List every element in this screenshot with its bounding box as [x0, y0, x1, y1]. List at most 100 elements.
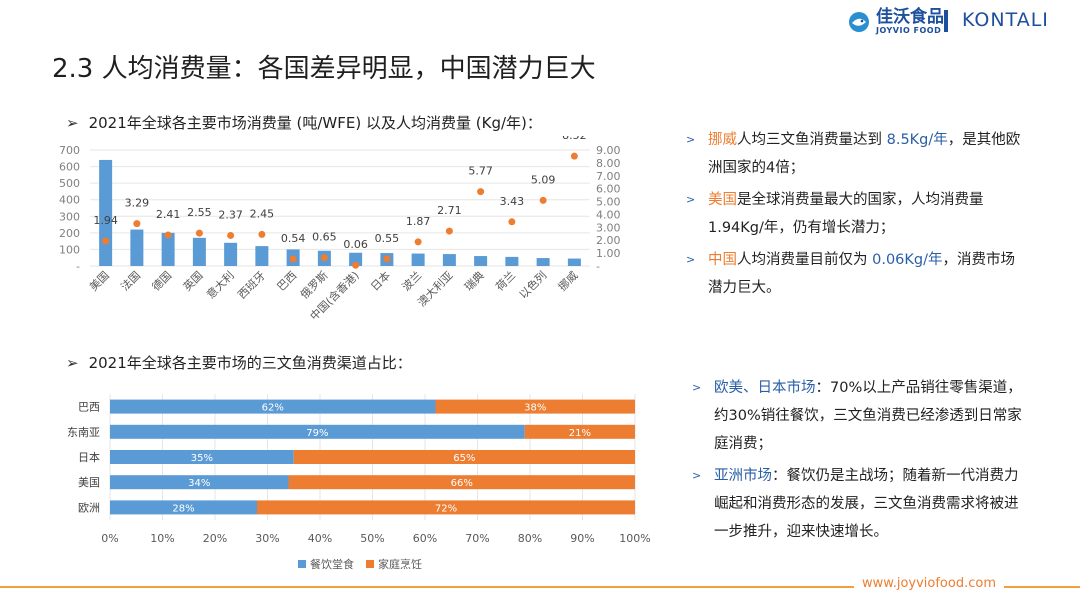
data-label: 3.29 — [125, 197, 150, 210]
data-point — [445, 227, 453, 235]
data-label: 34% — [188, 478, 210, 489]
y2-tick-label: 9.00 — [596, 144, 621, 157]
bar — [442, 254, 456, 266]
data-label: 1.87 — [406, 215, 431, 228]
y-tick-label: - — [76, 260, 80, 273]
bar — [192, 237, 206, 266]
y2-tick-label: 4.00 — [596, 208, 621, 221]
data-label: 1.94 — [93, 214, 118, 227]
data-label: 0.06 — [343, 238, 368, 251]
x-tick-label: 100% — [619, 532, 650, 545]
data-label: 2.37 — [218, 208, 243, 221]
section-heading-2-text: 2021年全球各主要市场的三文鱼消费渠道占比： — [88, 354, 412, 372]
x-tick-label: 30% — [255, 532, 279, 545]
x-tick-label: 90% — [570, 532, 594, 545]
data-label: 3.43 — [500, 195, 525, 208]
x-tick-label: 50% — [360, 532, 384, 545]
bar — [130, 229, 144, 266]
legend-swatch — [298, 560, 306, 568]
x-tick-label: 荷兰 — [493, 269, 518, 294]
note-text: ，消费市场潜力巨大。 — [708, 252, 1015, 296]
x-tick-label: 10% — [150, 532, 174, 545]
footer-divider — [0, 586, 1080, 588]
note-highlight: 中国 — [708, 252, 737, 268]
note-text: ：70%以上产品销往零售渠道，约30%销往餐饮，三文鱼消费已经渗透到日常家庭消费… — [714, 380, 1022, 452]
y-tick-label: 巴西 — [78, 401, 100, 414]
chevron-right-icon: > — [692, 381, 702, 394]
data-point — [289, 255, 297, 263]
y2-tick-label: 2.00 — [596, 234, 621, 247]
y-tick-label: 欧洲 — [78, 501, 100, 514]
data-label: 8.52 — [562, 136, 587, 142]
fish-logo-icon — [849, 11, 869, 32]
data-point — [258, 230, 266, 238]
bar — [99, 159, 113, 266]
y-tick-label: 400 — [59, 194, 80, 207]
data-point — [383, 255, 391, 263]
bar — [411, 253, 425, 266]
chevron-right-icon: > — [692, 469, 702, 482]
channel-share-chart: 0% 10% 20% 30% 40% 50% 60% 70% 80% 90% 100% 巴西 62% 38… — [67, 394, 651, 571]
data-label: 2.55 — [187, 206, 212, 219]
y2-tick-label: 1.00 — [596, 247, 621, 260]
data-label: 38% — [524, 403, 546, 414]
bar — [474, 256, 488, 266]
bar-segment — [110, 500, 257, 515]
note-item: > 挪威人均三文鱼消费量达到 8.5Kg/年，是其他欧洲国家的4倍； — [686, 126, 1026, 182]
note-text: 人均三文鱼消费量达到 — [737, 132, 887, 148]
y-tick-label: 500 — [59, 177, 80, 190]
bar — [505, 256, 519, 266]
y2-tick-label: 5.00 — [596, 196, 621, 209]
data-label: 5.77 — [468, 165, 493, 178]
x-tick-label: 70% — [465, 532, 489, 545]
bar-segment — [110, 475, 289, 490]
y-tick-label: 300 — [59, 210, 80, 223]
bar — [255, 246, 269, 266]
note-highlight: 美国 — [708, 192, 737, 208]
partner-logo: KONTALI — [962, 9, 1049, 31]
brand-logo: 佳沃食品 JOYVIO FOOD — [848, 8, 944, 35]
arrow-bullet-icon: ➢ — [66, 114, 79, 132]
x-tick-label: 巴西 — [274, 269, 299, 294]
x-tick-label: 英国 — [180, 268, 205, 293]
x-tick-label: 以色列 — [516, 268, 549, 301]
x-tick-label: 日本 — [368, 268, 393, 293]
footer-url[interactable]: www.joyviofood.com — [854, 576, 1004, 591]
data-point — [227, 231, 235, 239]
bar-segment — [110, 424, 525, 439]
note-text: ：餐饮仍是主战场；随着新一代消费力崛起和消费形态的发展，三文鱼消费需求将被进一步… — [714, 468, 1019, 540]
note-item: > 美国是全球消费量最大的国家，人均消费量1.94Kg/年，仍有增长潜力； — [686, 186, 1026, 242]
data-label: 35% — [191, 453, 213, 464]
data-point — [320, 254, 328, 262]
y-tick-label: 600 — [59, 161, 80, 174]
chevron-right-icon: > — [686, 133, 696, 146]
x-tick-label: 瑞典 — [461, 268, 486, 293]
bar — [536, 258, 550, 266]
bar — [161, 232, 175, 266]
section-heading-2: ➢ 2021年全球各主要市场的三文鱼消费渠道占比： — [66, 352, 412, 373]
note-item: > 中国人均消费量目前仅为 0.06Kg/年，消费市场潜力巨大。 — [686, 246, 1026, 302]
page-title: 2.3 人均消费量：各国差异明显，中国潜力巨大 — [52, 54, 596, 84]
bar-segment — [110, 399, 436, 414]
note-item: > 亚洲市场：餐饮仍是主战场；随着新一代消费力崛起和消费形态的发展，三文鱼消费需… — [692, 462, 1028, 546]
bar-segment — [524, 424, 635, 439]
bar-segment — [288, 475, 635, 490]
y-tick-label: 日本 — [78, 450, 100, 464]
x-tick-label: 美国 — [87, 269, 112, 294]
chevron-right-icon: > — [686, 193, 696, 206]
notes-panel-2: > 欧美、日本市场：70%以上产品销往零售渠道，约30%销往餐饮，三文鱼消费已经… — [692, 374, 1028, 550]
x-tick-label: 波兰 — [399, 269, 424, 294]
note-text: 是全球消费量最大的国家，人均消费量1.94Kg/年，仍有增长潜力； — [708, 192, 984, 236]
data-label: 79% — [306, 428, 328, 439]
y2-tick-label: 7.00 — [596, 170, 621, 183]
y-tick-label: 200 — [59, 227, 80, 240]
data-point — [195, 229, 203, 237]
brand-name-en: JOYVIO FOOD — [876, 26, 942, 35]
note-item: > 欧美、日本市场：70%以上产品销往零售渠道，约30%销往餐饮，三文鱼消费已经… — [692, 374, 1028, 458]
bar — [567, 258, 581, 266]
consumption-chart: -100200300400500600700-1.002.003.004.005… — [59, 136, 621, 323]
y2-tick-label: 3.00 — [596, 221, 621, 234]
y-tick-label: 东南亚 — [67, 426, 100, 439]
data-label: 62% — [262, 403, 284, 414]
note-text: ，是其他欧洲国家的4倍； — [708, 132, 1021, 176]
